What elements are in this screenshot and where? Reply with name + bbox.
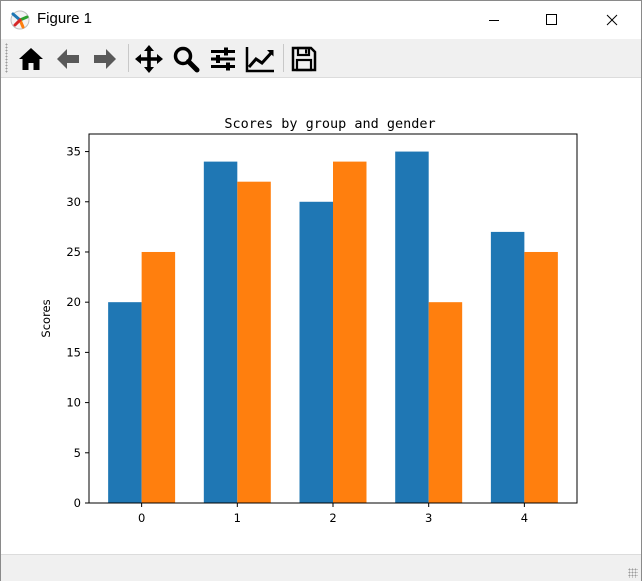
toolbar-separator: [128, 44, 129, 72]
resize-grip[interactable]: [628, 568, 638, 578]
close-icon: [606, 14, 618, 26]
y-tick-label: 10: [66, 396, 81, 410]
y-tick-label: 0: [74, 496, 81, 510]
pan-button[interactable]: [133, 43, 165, 75]
window-title: Figure 1: [37, 10, 93, 27]
bar-series-0-cat-3: [395, 151, 429, 503]
figure-canvas[interactable]: 0 5 10 15 20 25 30 35 0 1 2 3 4 Scores by group and…: [1, 78, 641, 554]
edit-axes-icon: [245, 47, 274, 73]
bar-series-0-cat-1: [203, 161, 238, 504]
bar-series-1-cat-1: [237, 181, 271, 503]
y-axis-label: Scores: [39, 299, 53, 337]
bar-series-1-cat-4: [524, 251, 558, 503]
maximize-icon: [546, 14, 557, 25]
toolbar-grip[interactable]: [5, 43, 8, 73]
navigation-toolbar: [1, 39, 641, 78]
status-bar: [1, 554, 641, 581]
title-bar[interactable]: Figure 1: [1, 1, 641, 39]
forward-button[interactable]: [89, 43, 121, 75]
bar-chart: 0 5 10 15 20 25 30 35 0 1 2 3 4 Scores by group and…: [39, 116, 578, 525]
bar-series-1-cat-3: [428, 302, 463, 503]
edit-axes-button[interactable]: [244, 43, 276, 75]
y-tick-label: 25: [66, 245, 81, 259]
x-axis: 0 1 2 3 4: [138, 503, 528, 525]
y-tick-label: 15: [66, 345, 81, 359]
forward-arrow-icon: [94, 49, 116, 69]
x-tick-label: 4: [521, 511, 528, 525]
bar-series-0-cat-0: [108, 302, 142, 503]
x-tick-label: 1: [234, 511, 241, 525]
y-axis: 0 5 10 15 20 25 30 35: [66, 145, 89, 510]
close-button[interactable]: [589, 1, 635, 39]
x-tick-label: 3: [425, 511, 432, 525]
back-button[interactable]: [52, 43, 84, 75]
y-tick-label: 20: [66, 295, 81, 309]
configure-subplots-button[interactable]: [207, 43, 239, 75]
y-tick-label: 30: [66, 195, 81, 209]
bar-series-1-cat-2: [333, 161, 367, 504]
subplots-config-icon: [211, 47, 235, 71]
chart-title: Scores by group and gender: [224, 116, 435, 132]
bar-series-1-cat-0: [141, 251, 176, 503]
y-tick-label: 5: [74, 446, 81, 460]
matplotlib-icon: [10, 10, 30, 30]
zoom-button[interactable]: [170, 43, 202, 75]
home-button[interactable]: [15, 43, 47, 75]
bar-series-0-cat-4: [490, 231, 525, 503]
x-tick-label: 2: [329, 511, 336, 525]
x-tick-label: 0: [138, 511, 145, 525]
back-arrow-icon: [57, 49, 79, 69]
maximize-button[interactable]: [529, 1, 575, 39]
pan-icon: [135, 45, 163, 73]
toolbar-separator: [283, 44, 284, 72]
y-tick-label: 35: [66, 145, 81, 159]
minimize-icon: [489, 20, 499, 21]
save-icon: [291, 46, 317, 72]
home-icon: [19, 48, 43, 70]
zoom-icon: [173, 46, 200, 73]
bars: [108, 151, 558, 504]
bar-series-0-cat-2: [299, 201, 333, 503]
minimize-button[interactable]: [471, 1, 517, 39]
save-button[interactable]: [288, 43, 320, 75]
